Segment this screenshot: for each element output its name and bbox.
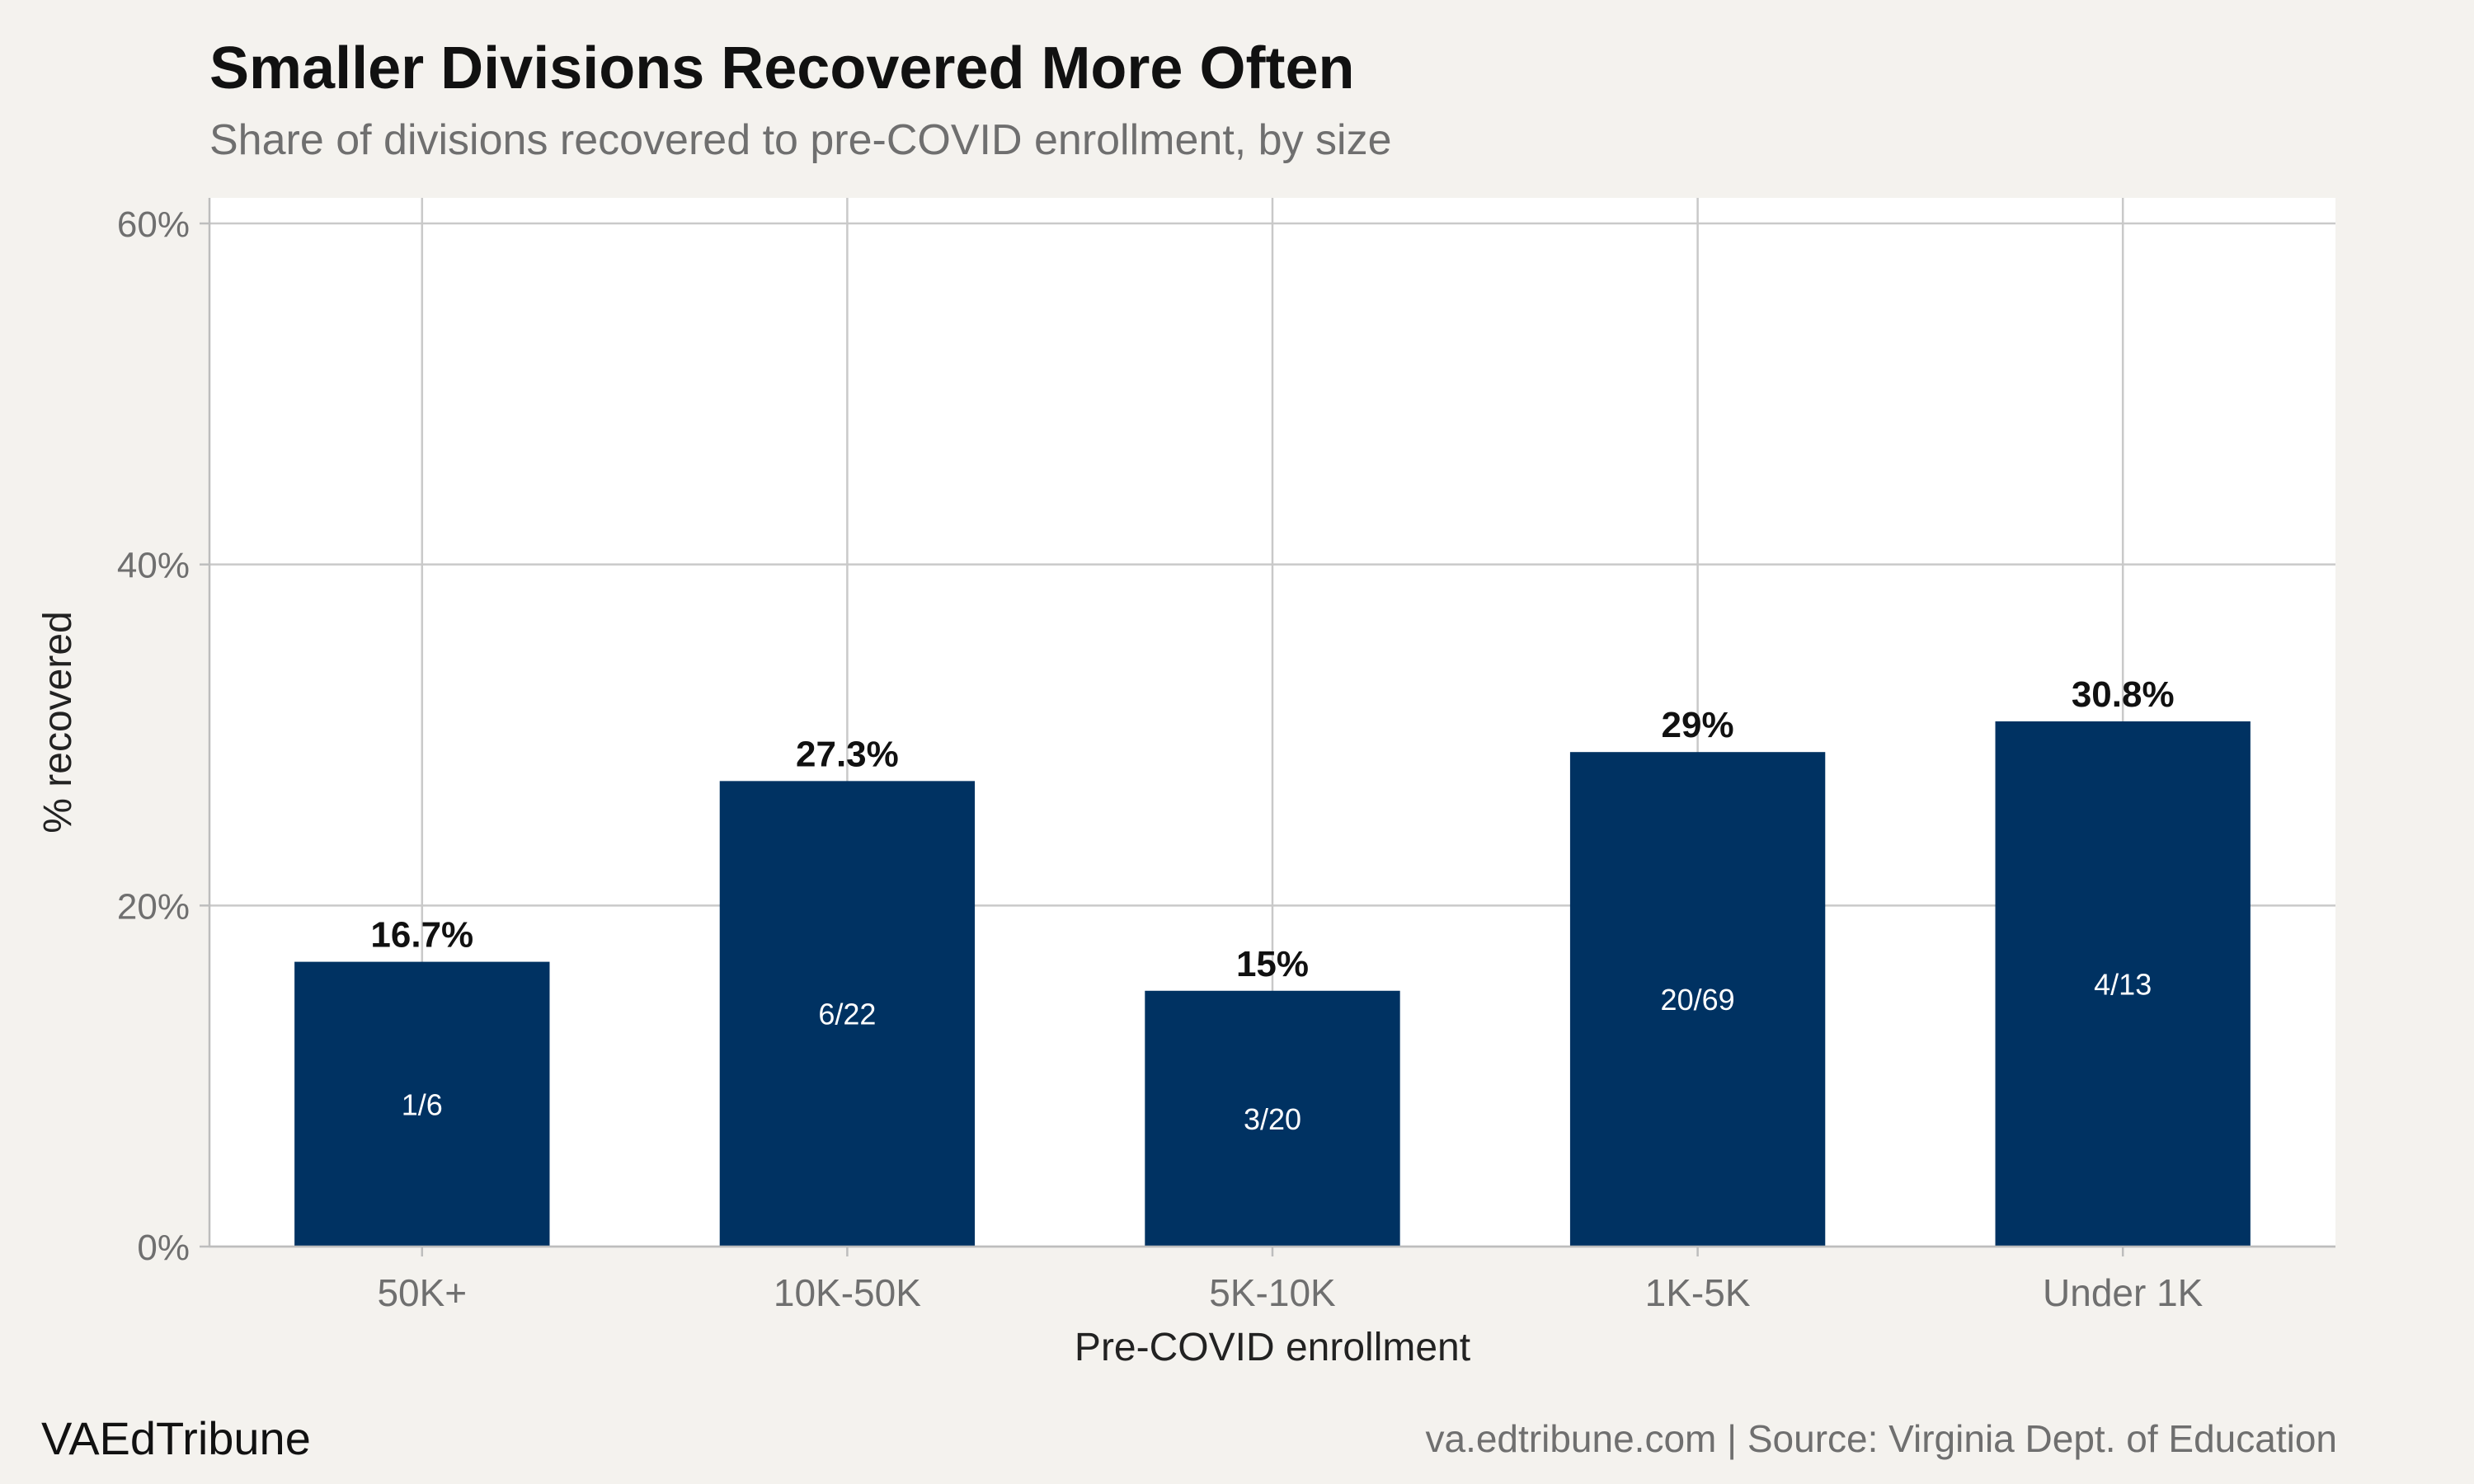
value-label: 30.8% bbox=[2072, 674, 2175, 715]
x-axis: 50K+ 10K-50K 5K-10K 1K-5K Under 1K bbox=[209, 1245, 2335, 1314]
x-tick-label: 10K-50K bbox=[774, 1271, 921, 1314]
footer-brand: VAEdTribune bbox=[41, 1412, 311, 1464]
count-label: 4/13 bbox=[2094, 967, 2152, 1001]
x-tick-label: Under 1K bbox=[2043, 1271, 2204, 1314]
value-label: 15% bbox=[1236, 944, 1309, 984]
y-tick-label: 40% bbox=[117, 546, 190, 586]
chart-title: Smaller Divisions Recovered More Often bbox=[209, 35, 1355, 101]
y-tick-label: 60% bbox=[117, 204, 190, 245]
footer-source: va.edtribune.com | Source: Virginia Dept… bbox=[1425, 1417, 2337, 1460]
bar bbox=[294, 961, 550, 1247]
y-tick-label: 20% bbox=[117, 886, 190, 927]
value-label: 29% bbox=[1662, 705, 1734, 745]
value-label: 27.3% bbox=[796, 734, 899, 774]
y-axis-title: % recovered bbox=[36, 611, 80, 833]
bar bbox=[1145, 990, 1400, 1247]
bars bbox=[294, 721, 2251, 1247]
count-label: 20/69 bbox=[1661, 983, 1735, 1017]
bar bbox=[1569, 752, 1826, 1247]
chart-subtitle: Share of divisions recovered to pre-COVI… bbox=[209, 116, 1392, 164]
count-label: 6/22 bbox=[818, 998, 876, 1031]
bar bbox=[719, 781, 976, 1247]
x-tick-label: 50K+ bbox=[377, 1271, 467, 1314]
y-tick-label: 0% bbox=[137, 1228, 190, 1268]
bar bbox=[1995, 721, 2251, 1247]
x-tick-label: 1K-5K bbox=[1645, 1271, 1751, 1314]
data-labels: 16.7% 1/6 27.3% 6/22 15% 3/20 29% 20/69 30.8% 4/1… bbox=[370, 674, 2174, 1136]
x-tick-label: 5K-10K bbox=[1209, 1271, 1336, 1314]
x-axis-title: Pre-COVID enrollment bbox=[1075, 1326, 1470, 1369]
y-axis: 0% 20% 40% 60% bbox=[117, 198, 211, 1268]
count-label: 3/20 bbox=[1244, 1102, 1301, 1136]
value-label: 16.7% bbox=[370, 915, 473, 956]
count-label: 1/6 bbox=[402, 1087, 443, 1121]
